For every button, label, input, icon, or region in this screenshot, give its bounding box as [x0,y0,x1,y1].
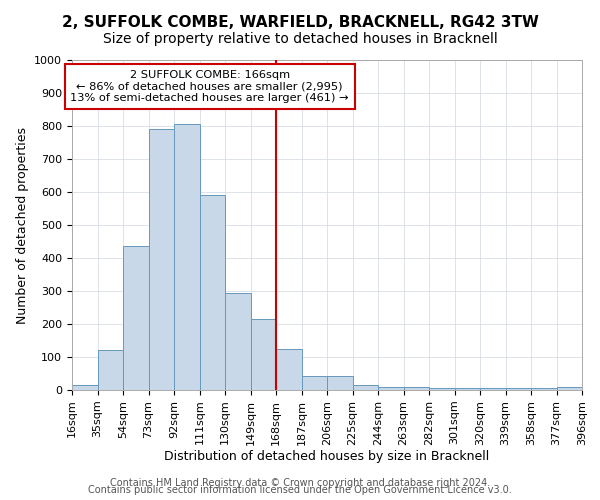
Text: 2 SUFFOLK COMBE: 166sqm
← 86% of detached houses are smaller (2,995)
13% of semi: 2 SUFFOLK COMBE: 166sqm ← 86% of detache… [70,70,349,103]
Text: Contains public sector information licensed under the Open Government Licence v3: Contains public sector information licen… [88,485,512,495]
Bar [557,386,582,390]
Bar [174,124,199,390]
Bar [531,388,557,390]
Bar [225,292,251,390]
Text: Size of property relative to detached houses in Bracknell: Size of property relative to detached ho… [103,32,497,46]
Bar [455,388,480,390]
Bar [276,349,302,390]
Bar [72,385,97,390]
Bar [429,388,455,390]
X-axis label: Distribution of detached houses by size in Bracknell: Distribution of detached houses by size … [164,450,490,464]
Bar [480,388,505,390]
Bar [353,385,378,390]
Bar [123,246,149,390]
Bar [327,376,353,390]
Text: Contains HM Land Registry data © Crown copyright and database right 2024.: Contains HM Land Registry data © Crown c… [110,478,490,488]
Bar [97,350,123,390]
Bar [302,376,327,390]
Text: 2, SUFFOLK COMBE, WARFIELD, BRACKNELL, RG42 3TW: 2, SUFFOLK COMBE, WARFIELD, BRACKNELL, R… [62,15,538,30]
Y-axis label: Number of detached properties: Number of detached properties [16,126,29,324]
Bar [149,130,174,390]
Bar [251,319,276,390]
Bar [505,388,531,390]
Bar [378,386,404,390]
Bar [199,196,225,390]
Bar [404,386,429,390]
